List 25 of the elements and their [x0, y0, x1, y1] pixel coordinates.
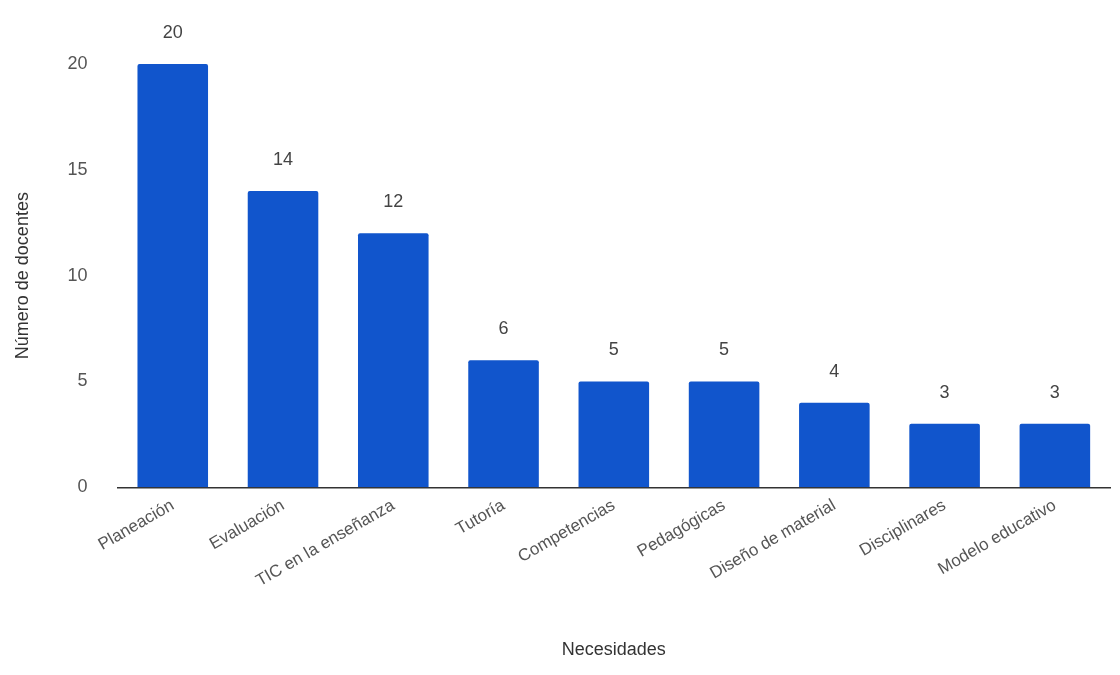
data-label: 12 — [383, 191, 404, 212]
data-label: 6 — [498, 318, 509, 339]
bar — [909, 423, 980, 488]
data-label: 4 — [829, 360, 840, 381]
bar — [578, 381, 650, 488]
y-tick-label: 10 — [67, 264, 88, 285]
data-label: 3 — [939, 381, 950, 402]
y-axis-title: Número de docentes — [11, 192, 32, 360]
bar — [688, 381, 760, 488]
data-label: 20 — [162, 21, 183, 42]
bar — [358, 233, 429, 488]
y-tick-label: 5 — [77, 370, 88, 391]
y-tick-label: 0 — [77, 476, 88, 497]
data-label: 3 — [1049, 381, 1060, 402]
bar — [137, 64, 209, 488]
data-label: 14 — [273, 148, 294, 169]
data-label: 5 — [608, 339, 619, 360]
data-label: 5 — [719, 339, 730, 360]
y-tick-label: 15 — [67, 158, 88, 179]
y-tick-label: 20 — [67, 52, 88, 73]
bar — [468, 360, 539, 488]
x-axis-title: Necesidades — [561, 639, 666, 660]
bar — [247, 190, 319, 488]
bar — [799, 402, 870, 488]
bar — [1019, 423, 1091, 488]
